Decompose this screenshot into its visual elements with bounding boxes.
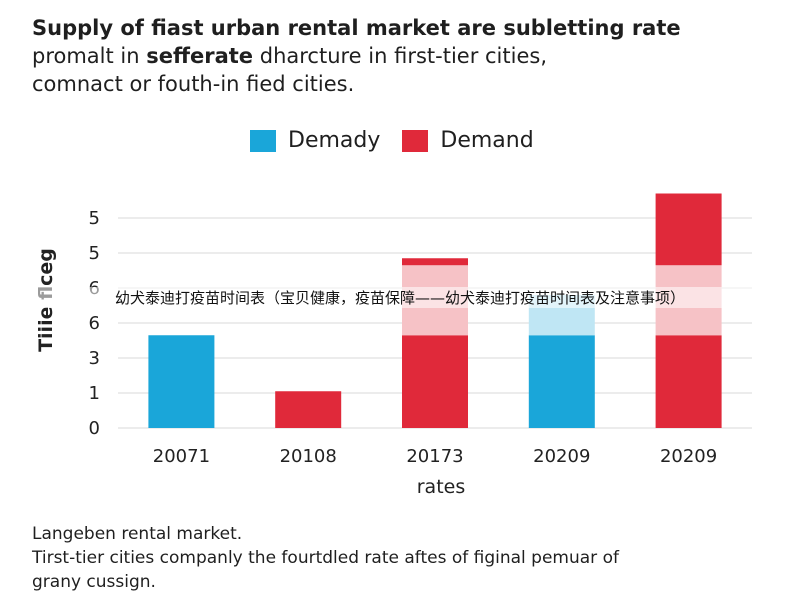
title-line-2-pre: promalt in (32, 44, 147, 68)
y-tick-labels: 0136655 (89, 208, 100, 439)
legend-swatch-demand (402, 129, 429, 152)
legend-label-demady: Demady (288, 128, 381, 153)
legend-label-demand: Demand (440, 128, 534, 153)
footer-line-2: Tirst-tier cities companly the fourtdled… (32, 548, 619, 568)
bar-segment-demand (402, 335, 468, 428)
title-line-2: promalt in sefferate dharcture in first-… (32, 42, 782, 70)
y-tick-label: 6 (89, 313, 100, 334)
chart-title: Supply of fiast urban rental market are … (32, 14, 782, 98)
x-category-label: 20071 (153, 446, 210, 467)
x-axis-label: rates (417, 476, 466, 498)
x-category-labels: 20071 20108 20173 20209 20209 (153, 446, 717, 467)
bar-segment-demand (655, 193, 722, 266)
title-line-2-bold: sefferate (146, 44, 254, 68)
bar-segment-demand (275, 391, 342, 428)
legend-item-demady: Demady (250, 128, 380, 153)
title-line-3: comnact or fouth-in fied cities. (32, 72, 355, 96)
legend-item-demand: Demand (402, 128, 534, 153)
y-tick-label: 3 (89, 348, 100, 369)
bars (148, 193, 722, 428)
footer-line-1: Langeben rental market. (32, 524, 243, 544)
x-category-label: 20108 (280, 446, 337, 467)
title-line-2-post: dharcture in first-tier cities, (253, 44, 547, 68)
legend-swatch-demady (250, 129, 276, 152)
footer-note: Langeben rental market. Tirst-tier citie… (32, 522, 782, 594)
footer-line-3: grany cussign. (32, 572, 156, 592)
chart-legend: Demady Demand (250, 128, 556, 153)
x-category-label: 20173 (406, 446, 463, 467)
bar-segment-demand (402, 258, 468, 266)
y-tick-label: 1 (89, 383, 100, 404)
bar-segment-demady (148, 335, 215, 428)
y-tick-label: 5 (89, 243, 100, 264)
overlay-caption: 幼犬泰迪打疫苗时间表（宝贝健康，疫苗保障——幼犬泰迪打疫苗时间表及注意事项） (0, 287, 800, 308)
x-category-label: 20209 (660, 446, 717, 467)
x-category-label: 20209 (533, 446, 590, 467)
bar-segment-demady (528, 335, 595, 428)
y-tick-label: 0 (89, 418, 100, 439)
bar-segment-demand (655, 335, 722, 428)
y-tick-label: 5 (89, 208, 100, 229)
title-line-1: Supply of fiast urban rental market are … (32, 16, 681, 40)
